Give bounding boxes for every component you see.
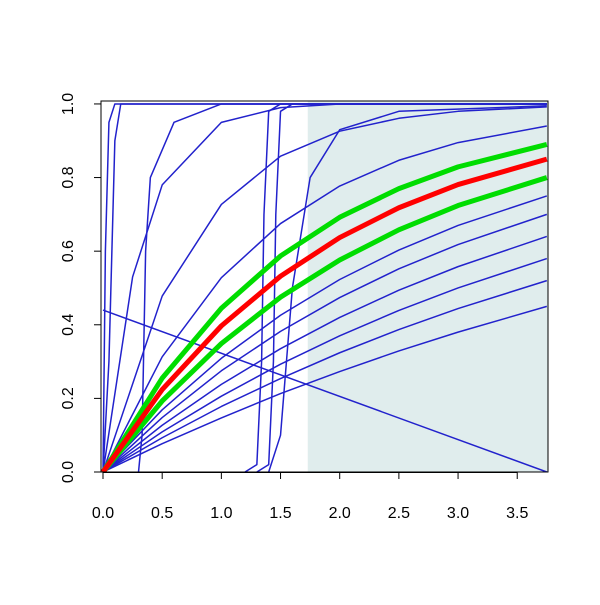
- y-tick-label: 0.8: [60, 166, 77, 188]
- series-line: [102, 235, 548, 472]
- series-line: [102, 213, 548, 472]
- series-line: [267, 105, 547, 472]
- shaded-region: [307, 101, 548, 472]
- x-tick-label: 0.0: [92, 505, 114, 522]
- x-tick-label: 0.5: [151, 505, 173, 522]
- x-tick-label: 1.5: [269, 505, 291, 522]
- series-line: [102, 279, 548, 472]
- x-tick-label: 3.0: [447, 505, 469, 522]
- series-line: [102, 125, 547, 472]
- series-line: [101, 175, 548, 472]
- plot-lines: [101, 103, 548, 472]
- series-line: [102, 106, 547, 472]
- x-tick-label: 1.0: [210, 505, 232, 522]
- x-tick-label: 3.5: [506, 505, 528, 522]
- series-line: [101, 142, 548, 472]
- series-line: [101, 156, 548, 472]
- x-tick-label: 2.0: [329, 505, 351, 522]
- y-tick-label: 0.0: [60, 461, 77, 483]
- series-line: [244, 103, 547, 472]
- series-line: [102, 305, 548, 472]
- series-line: [256, 103, 547, 472]
- series-line: [102, 195, 548, 472]
- y-tick-label: 0.2: [60, 387, 77, 409]
- y-tick-label: 0.4: [60, 314, 77, 336]
- x-tick-label: 2.5: [388, 505, 410, 522]
- y-tick-label: 0.6: [60, 240, 77, 262]
- y-tick-label: 1.0: [60, 93, 77, 115]
- series-line: [102, 309, 548, 472]
- series-line: [102, 257, 548, 472]
